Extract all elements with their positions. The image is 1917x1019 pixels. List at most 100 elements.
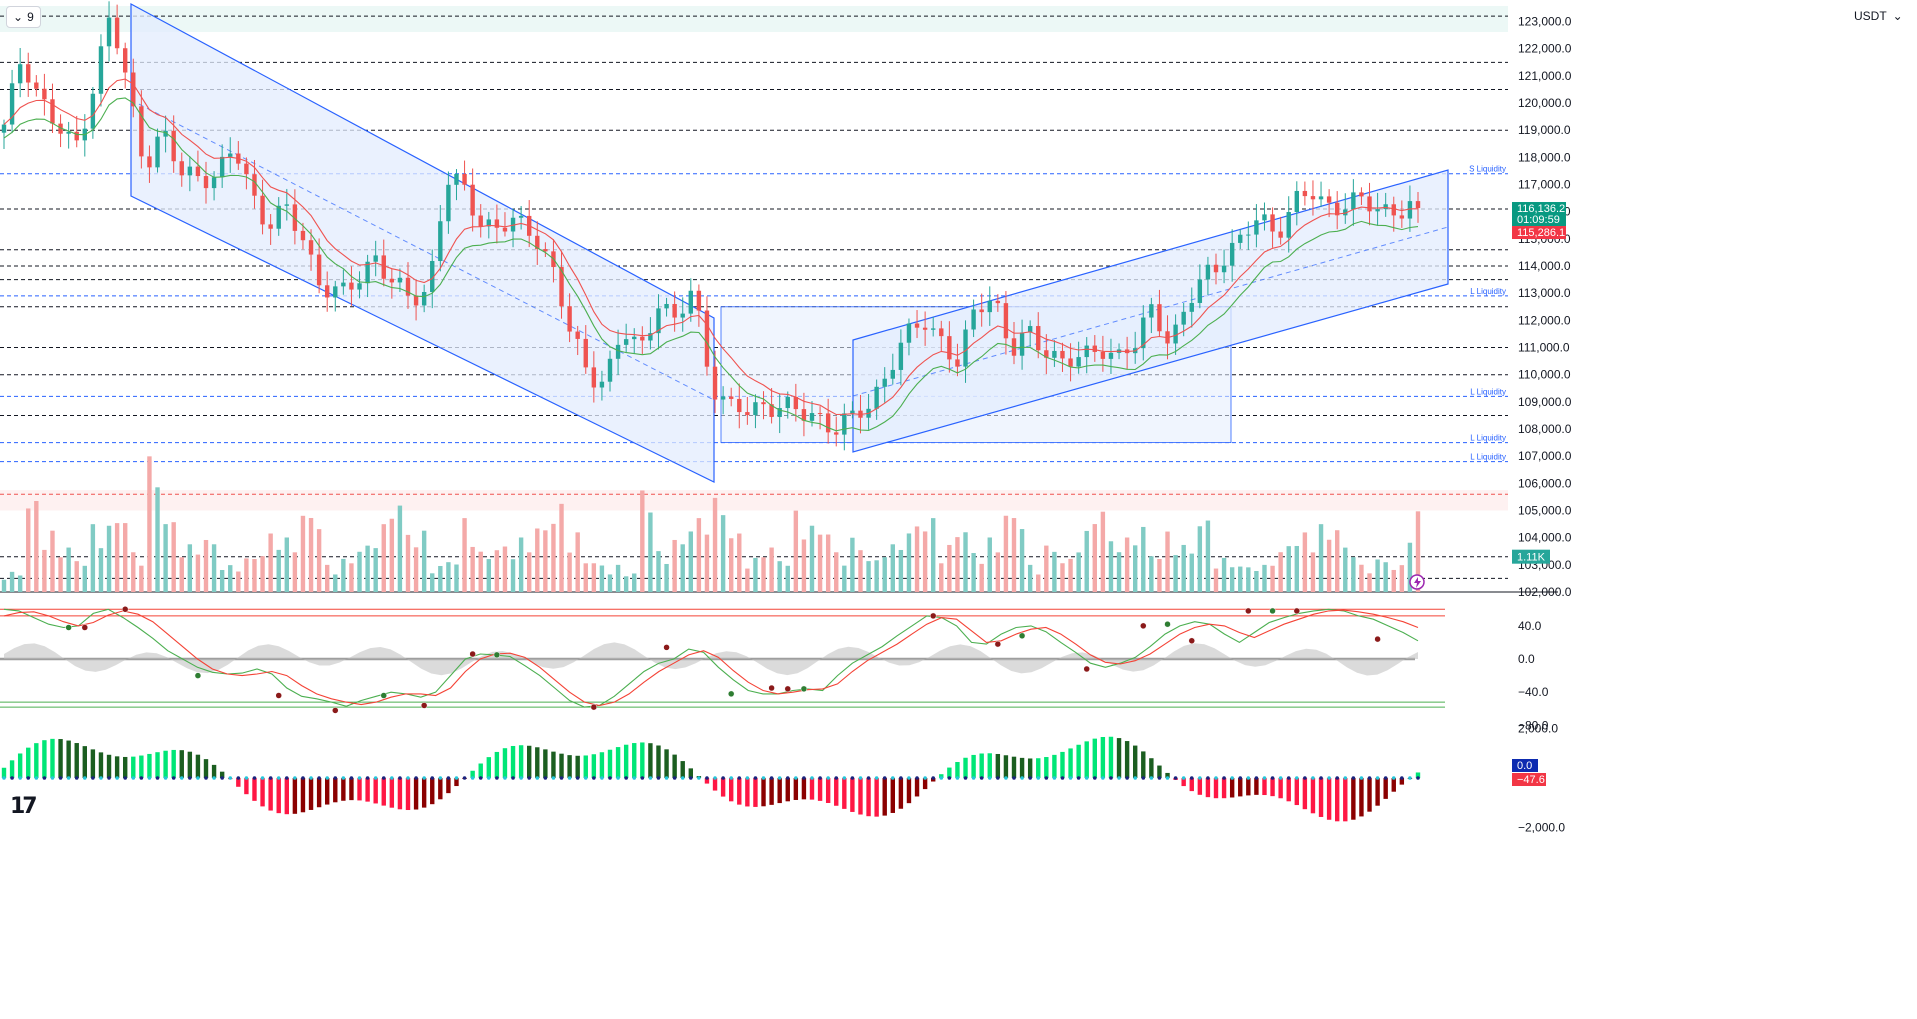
histogram-bar xyxy=(656,745,661,778)
histogram-zero-dot xyxy=(252,776,257,780)
histogram-bar xyxy=(1221,778,1227,799)
histogram-zero-dot xyxy=(826,776,830,780)
histogram-bar xyxy=(373,778,378,804)
candle-body xyxy=(979,309,984,313)
lower-band-line xyxy=(3,97,1419,432)
volume-bar xyxy=(712,497,718,592)
stoch-signal-dot xyxy=(784,685,792,693)
volume-bar xyxy=(365,545,370,592)
candle-body xyxy=(17,64,23,84)
histogram-zero-dot xyxy=(10,776,14,780)
histogram-zero-dot xyxy=(1198,776,1202,780)
candle-body xyxy=(114,17,120,49)
histogram-bar xyxy=(632,743,637,778)
volume-bar xyxy=(680,544,685,592)
volume-bar xyxy=(405,534,411,592)
volume-bar xyxy=(979,563,984,592)
volume-bar xyxy=(211,544,217,592)
histogram-zero-dot xyxy=(1335,776,1339,780)
histogram-zero-dot xyxy=(220,776,224,780)
histogram-bar xyxy=(1326,778,1332,820)
histogram-bar xyxy=(1229,778,1235,798)
histogram-zero-dot xyxy=(899,776,903,780)
histogram-bar xyxy=(769,778,774,805)
volume-bar xyxy=(623,576,629,592)
volume-bar xyxy=(90,524,96,592)
volume-badge xyxy=(1512,549,1550,564)
histogram-zero-dot xyxy=(1093,776,1097,780)
candle-body xyxy=(712,366,718,400)
histogram-zero-dot xyxy=(398,776,402,780)
price-tick-label: 102,000.0 xyxy=(1518,585,1572,599)
volume-bar xyxy=(139,565,144,592)
histogram-bar xyxy=(1318,778,1324,817)
candle-body xyxy=(809,413,815,421)
histogram-bar xyxy=(292,778,298,814)
histogram-bar xyxy=(680,761,685,778)
volume-bar xyxy=(704,534,710,592)
histogram-bar xyxy=(712,778,718,791)
volume-bar xyxy=(114,523,120,592)
histogram-bar xyxy=(607,749,613,778)
volume-bar xyxy=(98,548,104,592)
candle-body xyxy=(834,432,839,435)
chevron-down-icon: ⌄ xyxy=(1892,9,1903,23)
volume-bar xyxy=(244,558,249,592)
histogram-zero-dot xyxy=(414,776,418,780)
histogram-bar xyxy=(1036,758,1041,778)
histogram-bar xyxy=(1181,778,1186,787)
volume-bar xyxy=(866,561,871,592)
histogram-bar xyxy=(1,767,7,778)
histogram-zero-dot xyxy=(1408,776,1412,780)
stoch-signal-dot xyxy=(121,606,129,613)
volume-bar xyxy=(357,551,362,592)
histogram-bar xyxy=(825,778,831,803)
histogram-zero-dot xyxy=(979,776,984,780)
volume-bar xyxy=(381,524,386,592)
candle-body xyxy=(1084,345,1089,358)
histogram-bar xyxy=(866,778,871,817)
histogram-zero-dot xyxy=(268,776,273,780)
histogram-zero-dot xyxy=(882,776,887,780)
histogram-bar xyxy=(1367,778,1372,812)
histogram-bar xyxy=(365,778,370,802)
histogram-bar xyxy=(817,778,823,801)
histogram-bar xyxy=(1238,778,1243,797)
volume-bar xyxy=(1383,562,1388,592)
price-tick-label: 118,000.0 xyxy=(1518,150,1571,164)
tradingview-logo-icon[interactable]: 17 xyxy=(10,794,38,819)
histogram-bar xyxy=(979,753,984,778)
currency-selector[interactable]: USDT ⌄ xyxy=(1850,6,1907,26)
candle-body xyxy=(252,174,257,196)
histogram-zero-dot xyxy=(891,776,895,780)
price-tick-label: 122,000.0 xyxy=(1518,42,1572,56)
histogram-zero-dot xyxy=(1238,776,1243,780)
histogram-bar xyxy=(664,749,669,778)
histogram-zero-dot xyxy=(842,776,847,780)
candle-body xyxy=(1141,317,1146,349)
histogram-zero-dot xyxy=(947,776,952,780)
candle-body xyxy=(98,46,104,94)
volume-bar xyxy=(195,554,201,592)
volume-bar xyxy=(696,518,702,592)
volume-bar xyxy=(373,548,378,592)
histogram-bar xyxy=(502,748,508,778)
candle-body xyxy=(34,82,39,89)
histogram-zero-dot xyxy=(551,776,556,780)
volume-bar xyxy=(66,547,71,592)
histogram-bar xyxy=(1383,778,1388,799)
interval-selector[interactable]: ⌄ 9 xyxy=(6,6,41,28)
volume-bar xyxy=(777,561,782,592)
candle-body xyxy=(825,413,831,433)
candle-body xyxy=(1003,303,1009,339)
histogram-zero-dot xyxy=(373,776,378,780)
candle-body xyxy=(785,396,790,409)
candle-body xyxy=(1246,234,1251,236)
histogram-zero-dot xyxy=(721,776,725,780)
volume-bar xyxy=(147,456,152,592)
histogram-zero-dot xyxy=(446,776,451,780)
stoch-signal-dot xyxy=(332,707,339,714)
volume-bar xyxy=(551,523,556,592)
stoch-signal-dot xyxy=(493,651,501,659)
